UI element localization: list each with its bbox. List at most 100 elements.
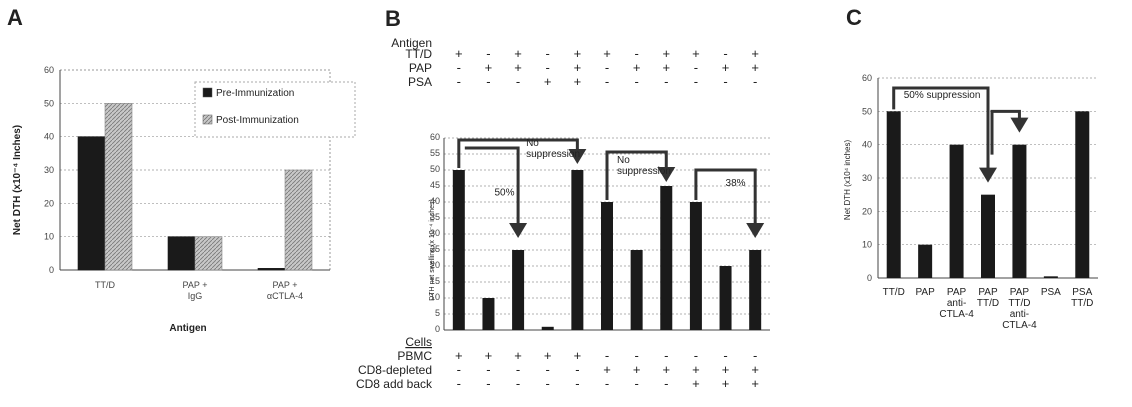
annotation-38-percent: 38% [726, 178, 746, 189]
arrowhead [657, 167, 676, 182]
cell-sign: - [664, 348, 668, 363]
panel-b-bar [482, 298, 495, 330]
antigen-row-label: PAP [409, 61, 432, 75]
cell-row-label: CD8 add back [356, 377, 433, 391]
panel-c-category-label: CTLA-4 [939, 309, 974, 320]
antigen-sign: - [546, 60, 550, 75]
panel-a-legend [194, 81, 356, 138]
arrow-38-percent [694, 168, 757, 224]
panel-c-category-label: TT/D [1071, 298, 1093, 309]
cell-sign: - [457, 376, 461, 391]
antigen-sign: + [514, 46, 522, 61]
panel-c-category-label: PSA [1041, 287, 1061, 298]
antigen-sign: - [634, 74, 638, 89]
panel-c-bar [1075, 111, 1090, 278]
panel-c-ytick-label: 40 [862, 140, 872, 150]
antigen-sign: + [544, 74, 552, 89]
panel-c-category-label: CTLA-4 [1002, 320, 1037, 331]
panel-a-ylabel: Net DTH (x10⁻⁴ Inches) [12, 125, 23, 235]
annotation-50-suppression: 50% suppression [904, 90, 981, 101]
panel-c-category-label: PSA [1072, 287, 1092, 298]
panel-b-bar [571, 170, 584, 330]
panel-b-ytick-label: 35 [430, 212, 440, 222]
cell-sign: + [692, 376, 700, 391]
panel-c-ytick-label: 20 [862, 206, 872, 216]
panel-c-bar [981, 194, 995, 278]
panel-b-ytick-label: 10 [430, 292, 440, 302]
antigen-sign: - [605, 60, 609, 75]
antigen-sign: + [751, 60, 759, 75]
bar-pre-immunization [77, 136, 106, 271]
antigen-sign: + [485, 60, 493, 75]
panel-b-bar [630, 250, 643, 330]
arrowhead [568, 149, 587, 164]
arrow-no-suppression-2 [605, 150, 668, 200]
cell-sign: + [603, 362, 611, 377]
cell-sign: - [546, 362, 550, 377]
panel-c-bar [1012, 144, 1027, 278]
panel-c-category-label: anti- [947, 298, 966, 309]
panel-b-bar [601, 202, 613, 330]
antigen-sign: + [692, 46, 700, 61]
annotation-no-suppression-2: No [617, 155, 630, 166]
antigen-row-label: PSA [408, 75, 432, 89]
cell-sign: - [575, 376, 579, 391]
bar-post-immunization [194, 236, 223, 271]
antigen-sign: - [546, 46, 550, 61]
panel-a-ytick-label: 10 [44, 232, 54, 242]
panel-b-bar [689, 202, 702, 330]
panel-c-category-label: anti- [1010, 309, 1029, 320]
cell-row-label: CD8-depleted [358, 363, 432, 377]
antigen-sign: - [457, 74, 461, 89]
panel-a-ytick-label: 0 [49, 265, 54, 275]
cell-sign: - [486, 362, 490, 377]
antigen-sign: - [486, 74, 490, 89]
panel-b-ytick-label: 50 [430, 164, 440, 174]
panel-c-category-label: PAP [978, 287, 998, 298]
panel-b-bar [749, 250, 762, 330]
cell-sign: - [634, 376, 638, 391]
cell-sign: - [457, 362, 461, 377]
cell-sign: - [605, 376, 609, 391]
antigen-sign: - [694, 74, 698, 89]
panel-b-ytick-label: 25 [430, 244, 440, 254]
annotation-no-suppression-2: suppression [617, 166, 671, 177]
cell-sign: + [574, 348, 582, 363]
arrow-anti-ctla4 [990, 109, 1021, 155]
antigen-sign: + [514, 60, 522, 75]
antigen-sign: + [662, 60, 670, 75]
panel-c-category-label: PAP [947, 287, 967, 298]
cell-sign: + [751, 376, 759, 391]
panel-c-bar [1043, 276, 1058, 278]
panel-c-ytick-label: 10 [862, 240, 872, 250]
arrow-no-suppression-1 [457, 138, 579, 168]
annotation-50-percent: 50% [494, 188, 514, 199]
annotation-no-suppression-1: No [526, 138, 539, 149]
panel-b-ylabel: DTH net swelling (x 10⁻⁴ inches) [429, 199, 436, 301]
panel-c-ylabel: Net DTH (x10⁴ inches) [843, 139, 852, 220]
cell-sign: + [544, 348, 552, 363]
panel-b-bar [512, 250, 525, 330]
antigen-sign: + [574, 46, 582, 61]
antigen-sign: - [605, 74, 609, 89]
panel-b-ytick-label: 0 [435, 324, 440, 334]
cell-sign: - [694, 348, 698, 363]
arrowhead [509, 223, 528, 238]
panel-a-category-label: PAP + [273, 280, 298, 290]
panel-c-category-label: TT/D [883, 287, 905, 298]
panel-b-bar [541, 326, 554, 330]
antigen-sign: - [723, 74, 727, 89]
panel-c-category-label: PAP [916, 287, 936, 298]
cell-sign: + [485, 348, 493, 363]
cell-row-label: PBMC [397, 349, 432, 363]
panel-c-bar [949, 144, 964, 278]
panel-b-ytick-label: 15 [430, 276, 440, 286]
panel-c-category-label: TT/D [977, 298, 999, 309]
cell-sign: - [664, 376, 668, 391]
panel-b-ytick-label: 20 [430, 260, 440, 270]
antigen-sign: + [633, 60, 641, 75]
panel-a-xlabel: Antigen [169, 323, 206, 334]
panel-a-ytick-label: 60 [44, 65, 54, 75]
